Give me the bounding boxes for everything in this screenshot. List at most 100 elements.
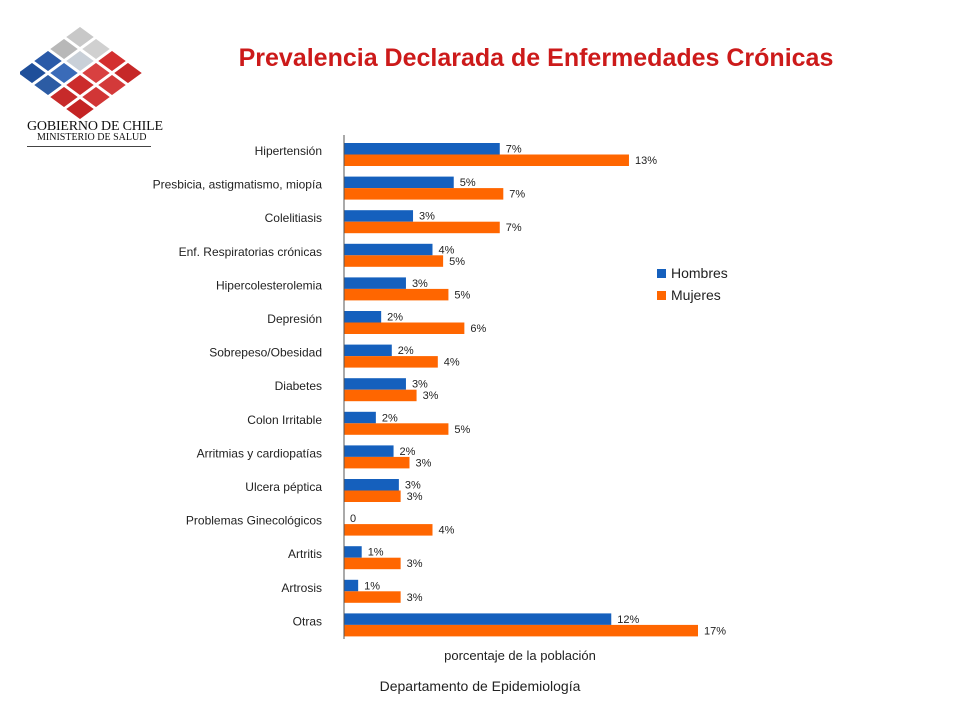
value-label-mujeres-artrosis: 3%	[407, 592, 423, 604]
value-label-hombres-diabetes: 3%	[412, 379, 428, 391]
bar-hombres-colon-irritable	[344, 411, 376, 424]
category-label-sobrepeso-obesidad: Sobrepeso/Obesidad	[209, 346, 322, 360]
bar-hombres-artrosis	[344, 579, 359, 592]
value-label-mujeres-arritmias-y-cardiopatias: 3%	[415, 457, 431, 469]
value-label-hombres-sobrepeso-obesidad: 2%	[398, 345, 414, 357]
category-label-presbicia-astigmatismo-miopia: Presbicia, astigmatismo, miopía	[153, 178, 323, 192]
bar-hombres-otras	[344, 613, 612, 625]
bar-mujeres-ulcera-peptica	[344, 490, 401, 502]
x-axis-label: porcentaje de la población	[444, 648, 596, 663]
logo-cube-9	[111, 61, 145, 85]
category-label-hipertension: Hipertensión	[255, 144, 322, 158]
logo-cube-2	[47, 37, 81, 61]
legend-swatch-hombres	[657, 268, 666, 278]
bar-hombres-artritis	[344, 546, 362, 558]
bar-mujeres-diabetes	[344, 389, 417, 402]
logo-cube-6	[20, 61, 49, 85]
logo-cube-5	[95, 49, 129, 73]
bar-mujeres-artrosis	[344, 591, 401, 603]
legend-item-mujeres: Mujeres	[657, 284, 728, 306]
value-label-mujeres-presbicia-astigmatismo-miopia: 7%	[509, 189, 525, 201]
value-label-hombres-problemas-ginecologicos: 0	[350, 513, 356, 525]
bar-hombres-ulcera-peptica	[344, 479, 399, 491]
value-label-mujeres-enf-respiratorias-cronicas: 5%	[449, 256, 465, 268]
value-label-hombres-artrosis: 1%	[364, 580, 380, 592]
bar-mujeres-sobrepeso-obesidad	[344, 356, 438, 368]
category-label-otras: Otras	[293, 614, 322, 628]
legend-label-mujeres: Mujeres	[671, 287, 721, 303]
gobierno-logo-icon	[20, 25, 145, 121]
bar-mujeres-enf-respiratorias-cronicas	[344, 255, 444, 267]
value-label-hombres-hipercolesterolemia: 3%	[412, 278, 428, 290]
logo-cube-14	[79, 85, 113, 109]
value-label-hombres-enf-respiratorias-cronicas: 4%	[439, 244, 455, 256]
category-label-colon-irritable: Colon Irritable	[247, 413, 322, 427]
bar-mujeres-hipertension	[344, 154, 629, 166]
value-label-hombres-depresion: 2%	[387, 312, 403, 324]
bar-mujeres-otras	[344, 624, 698, 637]
bar-hombres-depresion	[344, 311, 382, 323]
logo-cube-1	[79, 37, 113, 61]
category-label-problemas-ginecologicos: Problemas Ginecológicos	[186, 514, 322, 528]
value-label-mujeres-diabetes: 3%	[423, 390, 439, 402]
category-label-enf-respiratorias-cronicas: Enf. Respiratorias crónicas	[179, 245, 322, 259]
category-label-artrosis: Artrosis	[281, 581, 322, 595]
bar-hombres-hipertension	[344, 143, 500, 155]
value-label-mujeres-problemas-ginecologicos: 4%	[439, 525, 455, 537]
footer-department: Departamento de Epidemiología	[379, 678, 581, 694]
value-label-mujeres-artritis: 3%	[407, 558, 423, 570]
bar-mujeres-problemas-ginecologicos	[344, 524, 433, 536]
legend-item-hombres: Hombres	[657, 262, 728, 284]
value-label-mujeres-hipercolesterolemia: 5%	[454, 289, 470, 301]
value-label-mujeres-sobrepeso-obesidad: 4%	[444, 357, 460, 369]
value-label-hombres-otras: 12%	[617, 614, 639, 626]
bar-hombres-diabetes	[344, 378, 406, 390]
category-label-diabetes: Diabetes	[275, 379, 322, 393]
bar-mujeres-colon-irritable	[344, 423, 449, 435]
value-label-hombres-arritmias-y-cardiopatias: 2%	[400, 446, 416, 458]
value-label-hombres-presbicia-astigmatismo-miopia: 5%	[460, 177, 476, 189]
logo-cube-10	[31, 73, 65, 97]
logo-cube-0	[63, 25, 97, 49]
bar-mujeres-presbicia-astigmatismo-miopia	[344, 188, 504, 200]
bar-mujeres-colelitiasis	[344, 221, 500, 234]
bar-hombres-colelitiasis	[344, 210, 414, 222]
value-label-mujeres-colelitiasis: 7%	[506, 222, 522, 234]
logo-cube-8	[79, 61, 113, 85]
logo-divider	[27, 146, 151, 147]
bar-hombres-hipercolesterolemia	[344, 277, 406, 289]
value-label-hombres-ulcera-peptica: 3%	[405, 480, 421, 492]
category-label-colelitiasis: Colelitiasis	[265, 211, 322, 225]
bar-mujeres-arritmias-y-cardiopatias	[344, 456, 410, 469]
logo-cube-4	[63, 49, 97, 73]
bar-hombres-arritmias-y-cardiopatias	[344, 445, 394, 457]
category-label-ulcera-peptica: Ulcera péptica	[245, 480, 322, 494]
category-label-hipercolesterolemia: Hipercolesterolemia	[216, 278, 322, 292]
logo-cube-3	[31, 49, 65, 73]
category-label-arritmias-y-cardiopatias: Arritmias y cardiopatías	[197, 446, 322, 460]
value-label-mujeres-depresion: 6%	[470, 323, 486, 335]
logo-cube-11	[63, 73, 97, 97]
bar-mujeres-depresion	[344, 322, 465, 334]
logo-cube-12	[95, 73, 129, 97]
value-label-mujeres-hipertension: 13%	[635, 155, 657, 167]
value-label-hombres-colon-irritable: 2%	[382, 412, 398, 424]
logo-cube-7	[47, 61, 81, 85]
value-label-mujeres-otras: 17%	[704, 625, 726, 637]
value-label-hombres-colelitiasis: 3%	[419, 211, 435, 223]
chart-legend: Hombres Mujeres	[657, 262, 728, 306]
logo-cube-15	[63, 97, 97, 121]
legend-swatch-mujeres	[657, 290, 666, 300]
legend-label-hombres: Hombres	[671, 265, 728, 281]
value-label-mujeres-colon-irritable: 5%	[454, 424, 470, 436]
value-label-hombres-hipertension: 7%	[506, 144, 522, 156]
logo-text-gobierno: GOBIERNO DE CHILE	[27, 119, 163, 134]
category-label-artritis: Artritis	[288, 547, 322, 561]
bar-mujeres-hipercolesterolemia	[344, 288, 449, 301]
value-label-hombres-artritis: 1%	[368, 547, 384, 559]
bar-hombres-sobrepeso-obesidad	[344, 344, 392, 357]
bar-mujeres-artritis	[344, 557, 401, 570]
bar-hombres-enf-respiratorias-cronicas	[344, 243, 433, 256]
bar-hombres-presbicia-astigmatismo-miopia	[344, 176, 454, 189]
